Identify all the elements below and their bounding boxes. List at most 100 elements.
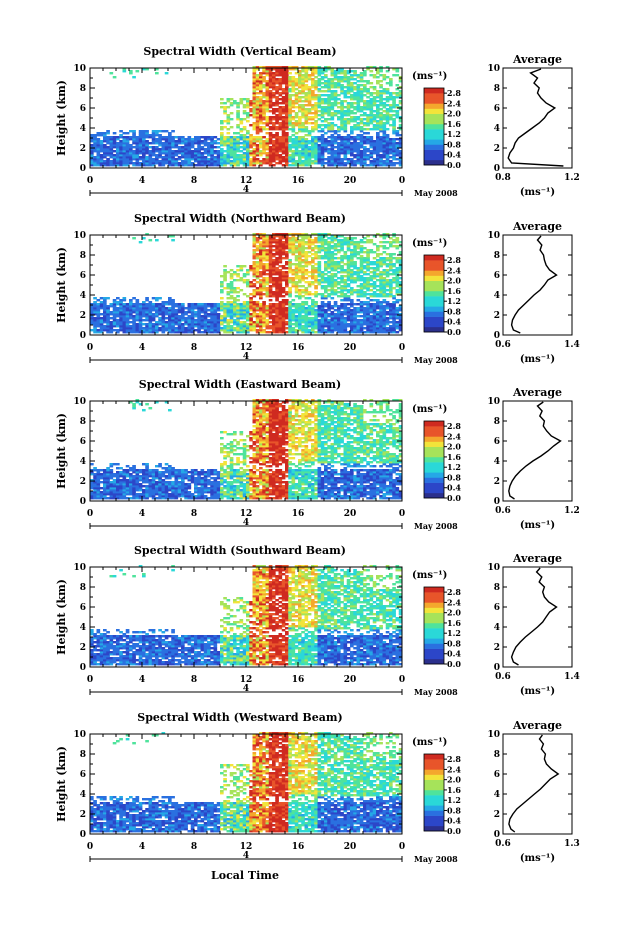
heatmap-cell — [363, 128, 367, 131]
heatmap-cell — [337, 295, 341, 298]
heatmap-cell — [116, 156, 120, 159]
heatmap-cell — [304, 287, 309, 290]
heatmap-cell — [291, 154, 296, 157]
heatmap-cell — [249, 102, 253, 105]
heatmap-cell — [239, 146, 244, 149]
heatmap-cell — [272, 68, 276, 71]
heatmap-cell — [255, 76, 260, 79]
heatmap-cell — [262, 158, 266, 161]
heatmap-cell — [265, 100, 270, 103]
heatmap-cell — [112, 138, 117, 141]
heatmap-cell — [129, 162, 133, 165]
heatmap-cell — [281, 132, 286, 135]
heatmap-cell — [161, 162, 166, 165]
heatmap-cell — [93, 134, 97, 137]
heatmap-cell — [278, 144, 283, 147]
heatmap-cell — [314, 285, 318, 288]
heatmap-cell — [109, 154, 114, 157]
heatmap-cell — [259, 128, 263, 131]
heatmap-cell — [340, 158, 344, 161]
heatmap-cell — [158, 164, 162, 167]
heatmap-cell — [363, 122, 367, 125]
heatmap-cell — [112, 140, 117, 143]
heatmap-cell — [340, 311, 344, 314]
heatmap-cell — [96, 140, 101, 143]
heatmap-cell — [288, 112, 292, 115]
heatmap-cell — [356, 122, 361, 125]
heatmap-cell — [259, 104, 263, 107]
heatmap-cell — [200, 148, 205, 151]
heatmap-cell — [278, 82, 283, 85]
heatmap-cell — [187, 142, 192, 145]
heatmap-cell — [132, 136, 136, 139]
heatmap-cell — [294, 140, 299, 143]
heatmap-cell — [301, 136, 305, 139]
heatmap-cell — [272, 128, 276, 131]
heatmap-cell — [285, 90, 289, 93]
heatmap-cell — [200, 158, 205, 161]
heatmap-cell — [356, 299, 361, 302]
heatmap-cell — [213, 150, 218, 153]
heatmap-cell — [164, 142, 169, 145]
heatmap-cell — [285, 94, 289, 97]
heatmap-cell — [275, 90, 279, 93]
heatmap-cell — [148, 162, 153, 165]
average-units: (ms⁻¹) — [520, 187, 555, 198]
heatmap-cell — [249, 158, 253, 161]
heatmap-cell — [252, 152, 257, 155]
heatmap-cell — [333, 150, 338, 153]
heatmap-cell — [145, 144, 149, 147]
heatmap-cell — [346, 295, 351, 298]
heatmap-cell — [96, 142, 101, 145]
heatmap-cell — [314, 267, 318, 270]
heatmap-cell — [252, 88, 257, 91]
heatmap-cell — [226, 120, 231, 123]
heatmap-cell — [265, 287, 270, 290]
heatmap-cell — [220, 281, 224, 284]
heatmap-cell — [278, 74, 283, 77]
heatmap-cell — [307, 255, 312, 258]
heatmap-cell — [350, 142, 354, 145]
heatmap-cell — [207, 148, 211, 151]
heatmap-cell — [262, 112, 266, 115]
heatmap-cell — [291, 152, 296, 155]
x-tick-label: 20 — [344, 176, 357, 186]
heatmap-cell — [311, 136, 315, 139]
heatmap-cell — [145, 150, 149, 153]
heatmap-cell — [132, 142, 136, 145]
heatmap-cell — [278, 148, 283, 151]
heatmap-cell — [353, 112, 357, 115]
heatmap-cell — [265, 146, 270, 149]
heatmap-cell — [236, 287, 240, 290]
heatmap-cell — [285, 102, 289, 105]
heatmap-cell — [291, 102, 296, 105]
heatmap-cell — [356, 315, 361, 318]
heatmap-cell — [372, 158, 377, 161]
heatmap-cell — [259, 88, 263, 91]
heatmap-cell — [181, 160, 185, 163]
heatmap-cell — [145, 146, 149, 149]
heatmap-cell — [353, 307, 357, 310]
heatmap-cell — [145, 134, 149, 137]
heatmap-cell — [125, 150, 130, 153]
heatmap-cell — [145, 303, 149, 306]
heatmap-cell — [135, 160, 140, 163]
heatmap-cell — [252, 279, 257, 282]
heatmap-cell — [363, 94, 367, 97]
heatmap-cell — [194, 164, 198, 167]
heatmap-cell — [220, 134, 224, 137]
heatmap-cell — [304, 297, 309, 300]
heatmap-cell — [372, 257, 377, 260]
colorbar-swatch — [424, 129, 444, 135]
heatmap-cell — [288, 156, 292, 159]
heatmap-cell — [246, 148, 250, 151]
heatmap-cell — [288, 140, 292, 143]
heatmap-cell — [333, 257, 338, 260]
heatmap-cell — [255, 301, 260, 304]
heatmap-cell — [164, 140, 169, 143]
heatmap-cell — [112, 154, 117, 157]
heatmap-cell — [278, 98, 283, 101]
heatmap-cell — [242, 158, 247, 161]
heatmap-cell — [265, 110, 270, 113]
heatmap-cell — [96, 148, 101, 151]
